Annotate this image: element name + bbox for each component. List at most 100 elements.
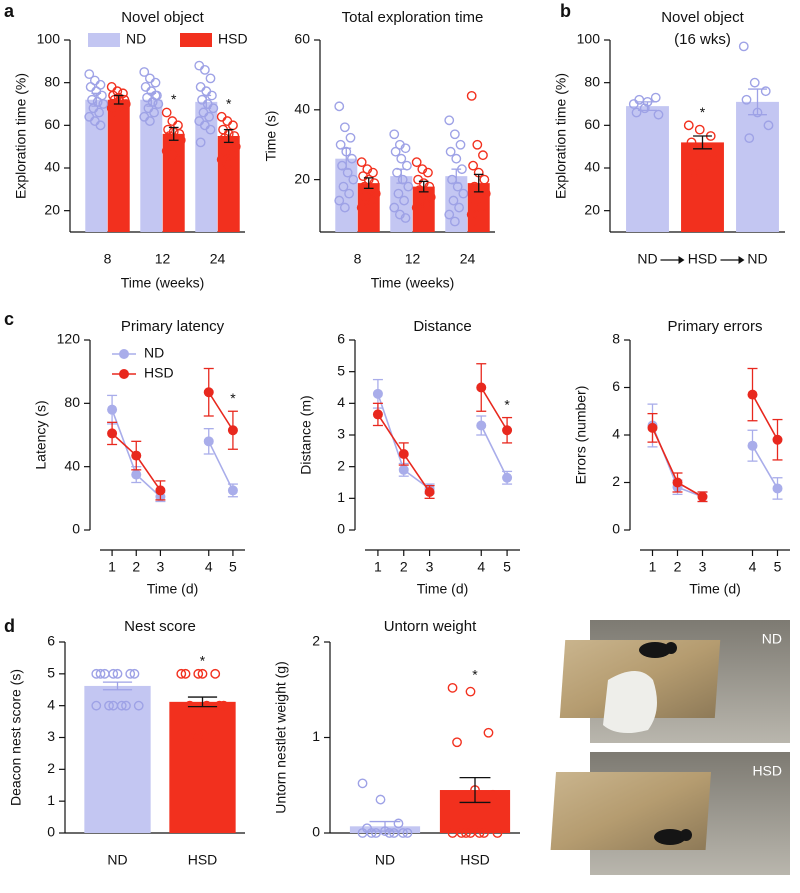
data-point [140,82,151,92]
data-point [452,737,462,748]
data-point [653,109,664,120]
y-tick-label: 2 [312,633,320,649]
x-axis-label: Time (d) [689,581,741,597]
chart-title: Primary errors [667,318,762,335]
data-point [738,41,749,52]
x-tick-label: 24 [460,251,476,267]
mouse-head [680,829,692,841]
data-point [483,727,494,738]
chart-title: Untorn weight [384,618,477,635]
bar [107,99,130,232]
marker [203,387,214,398]
y-tick-label: 40 [44,159,60,175]
category-arrow-head [678,256,685,264]
data-point [338,181,349,192]
data-point [199,64,210,75]
data-point [744,133,755,144]
data-point [357,778,368,789]
marker [476,420,487,431]
data-point [193,732,204,743]
panel-label: d [4,616,15,636]
data-point [375,794,386,805]
x-tick-label: HSD [688,251,718,267]
data-point [402,160,412,171]
data-point [104,700,114,711]
data-point [402,828,413,838]
data-point [230,141,241,152]
data-point [400,143,411,154]
x-tick-label: 1 [374,559,382,575]
y-tick-label: 80 [584,73,600,89]
legend-label: ND [144,345,164,361]
data-point [144,116,155,126]
data-point [176,668,187,679]
y-tick-label: 2 [337,457,345,473]
legend-swatch [180,33,212,47]
data-point [389,202,400,213]
data-point [634,94,645,105]
data-point [448,195,459,206]
chart-title: Primary latency [121,318,225,335]
data-point [106,82,117,92]
data-point [371,828,381,838]
x-tick-label: 12 [155,251,171,267]
data-point [369,178,380,189]
x-tick-label: 2 [132,559,140,575]
data-point [95,668,106,679]
data-point [389,129,400,140]
data-point [193,668,204,679]
x-tick-label: 5 [774,559,782,575]
data-point [472,216,483,227]
y-tick-label: 60 [294,31,310,47]
marker [772,434,783,445]
x-tick-label: HSD [188,852,218,868]
panel-label: c [4,309,14,329]
data-point [476,202,487,213]
y-tick-label: 4 [47,696,55,712]
mouse-body [654,829,686,845]
x-tick-label: 3 [699,559,707,575]
data-point [397,174,408,185]
data-point [465,828,476,838]
y-tick-label: 0 [312,824,320,840]
x-tick-label: 8 [104,251,112,267]
marker [747,440,758,451]
data-point [445,146,456,157]
data-point [399,195,409,206]
x-tick-label: ND [375,852,395,868]
bar [335,158,358,232]
data-point [342,167,353,178]
y-axis-label: Latency (s) [33,400,49,469]
marker [502,472,513,483]
data-point [214,700,225,711]
data-point [421,199,432,209]
data-point [348,174,359,185]
marker [131,469,142,480]
x-tick-label: ND [747,251,767,267]
x-tick-label: 3 [157,559,165,575]
data-point [449,129,460,140]
nest-material [603,671,657,734]
data-point [125,668,136,679]
marker [107,428,118,439]
x-tick-label: 4 [477,559,485,575]
data-point [370,188,381,199]
x-axis-label: Time (d) [147,581,199,597]
data-point [444,115,455,126]
y-tick-label: 0 [612,521,620,537]
legend-marker [119,349,129,359]
data-point [94,107,104,118]
data-point [98,99,109,109]
data-point [479,828,489,838]
data-point [444,209,455,220]
data-point [396,153,407,164]
chart-title: Distance [413,318,471,335]
x-tick-label: 24 [210,251,226,267]
data-point [205,124,216,135]
y-tick-label: 20 [584,201,600,217]
data-point [195,137,206,148]
data-point [472,139,483,150]
y-tick-label: 40 [294,101,310,117]
y-axis-label: Exploration time (%) [13,73,29,199]
data-point [403,181,414,192]
